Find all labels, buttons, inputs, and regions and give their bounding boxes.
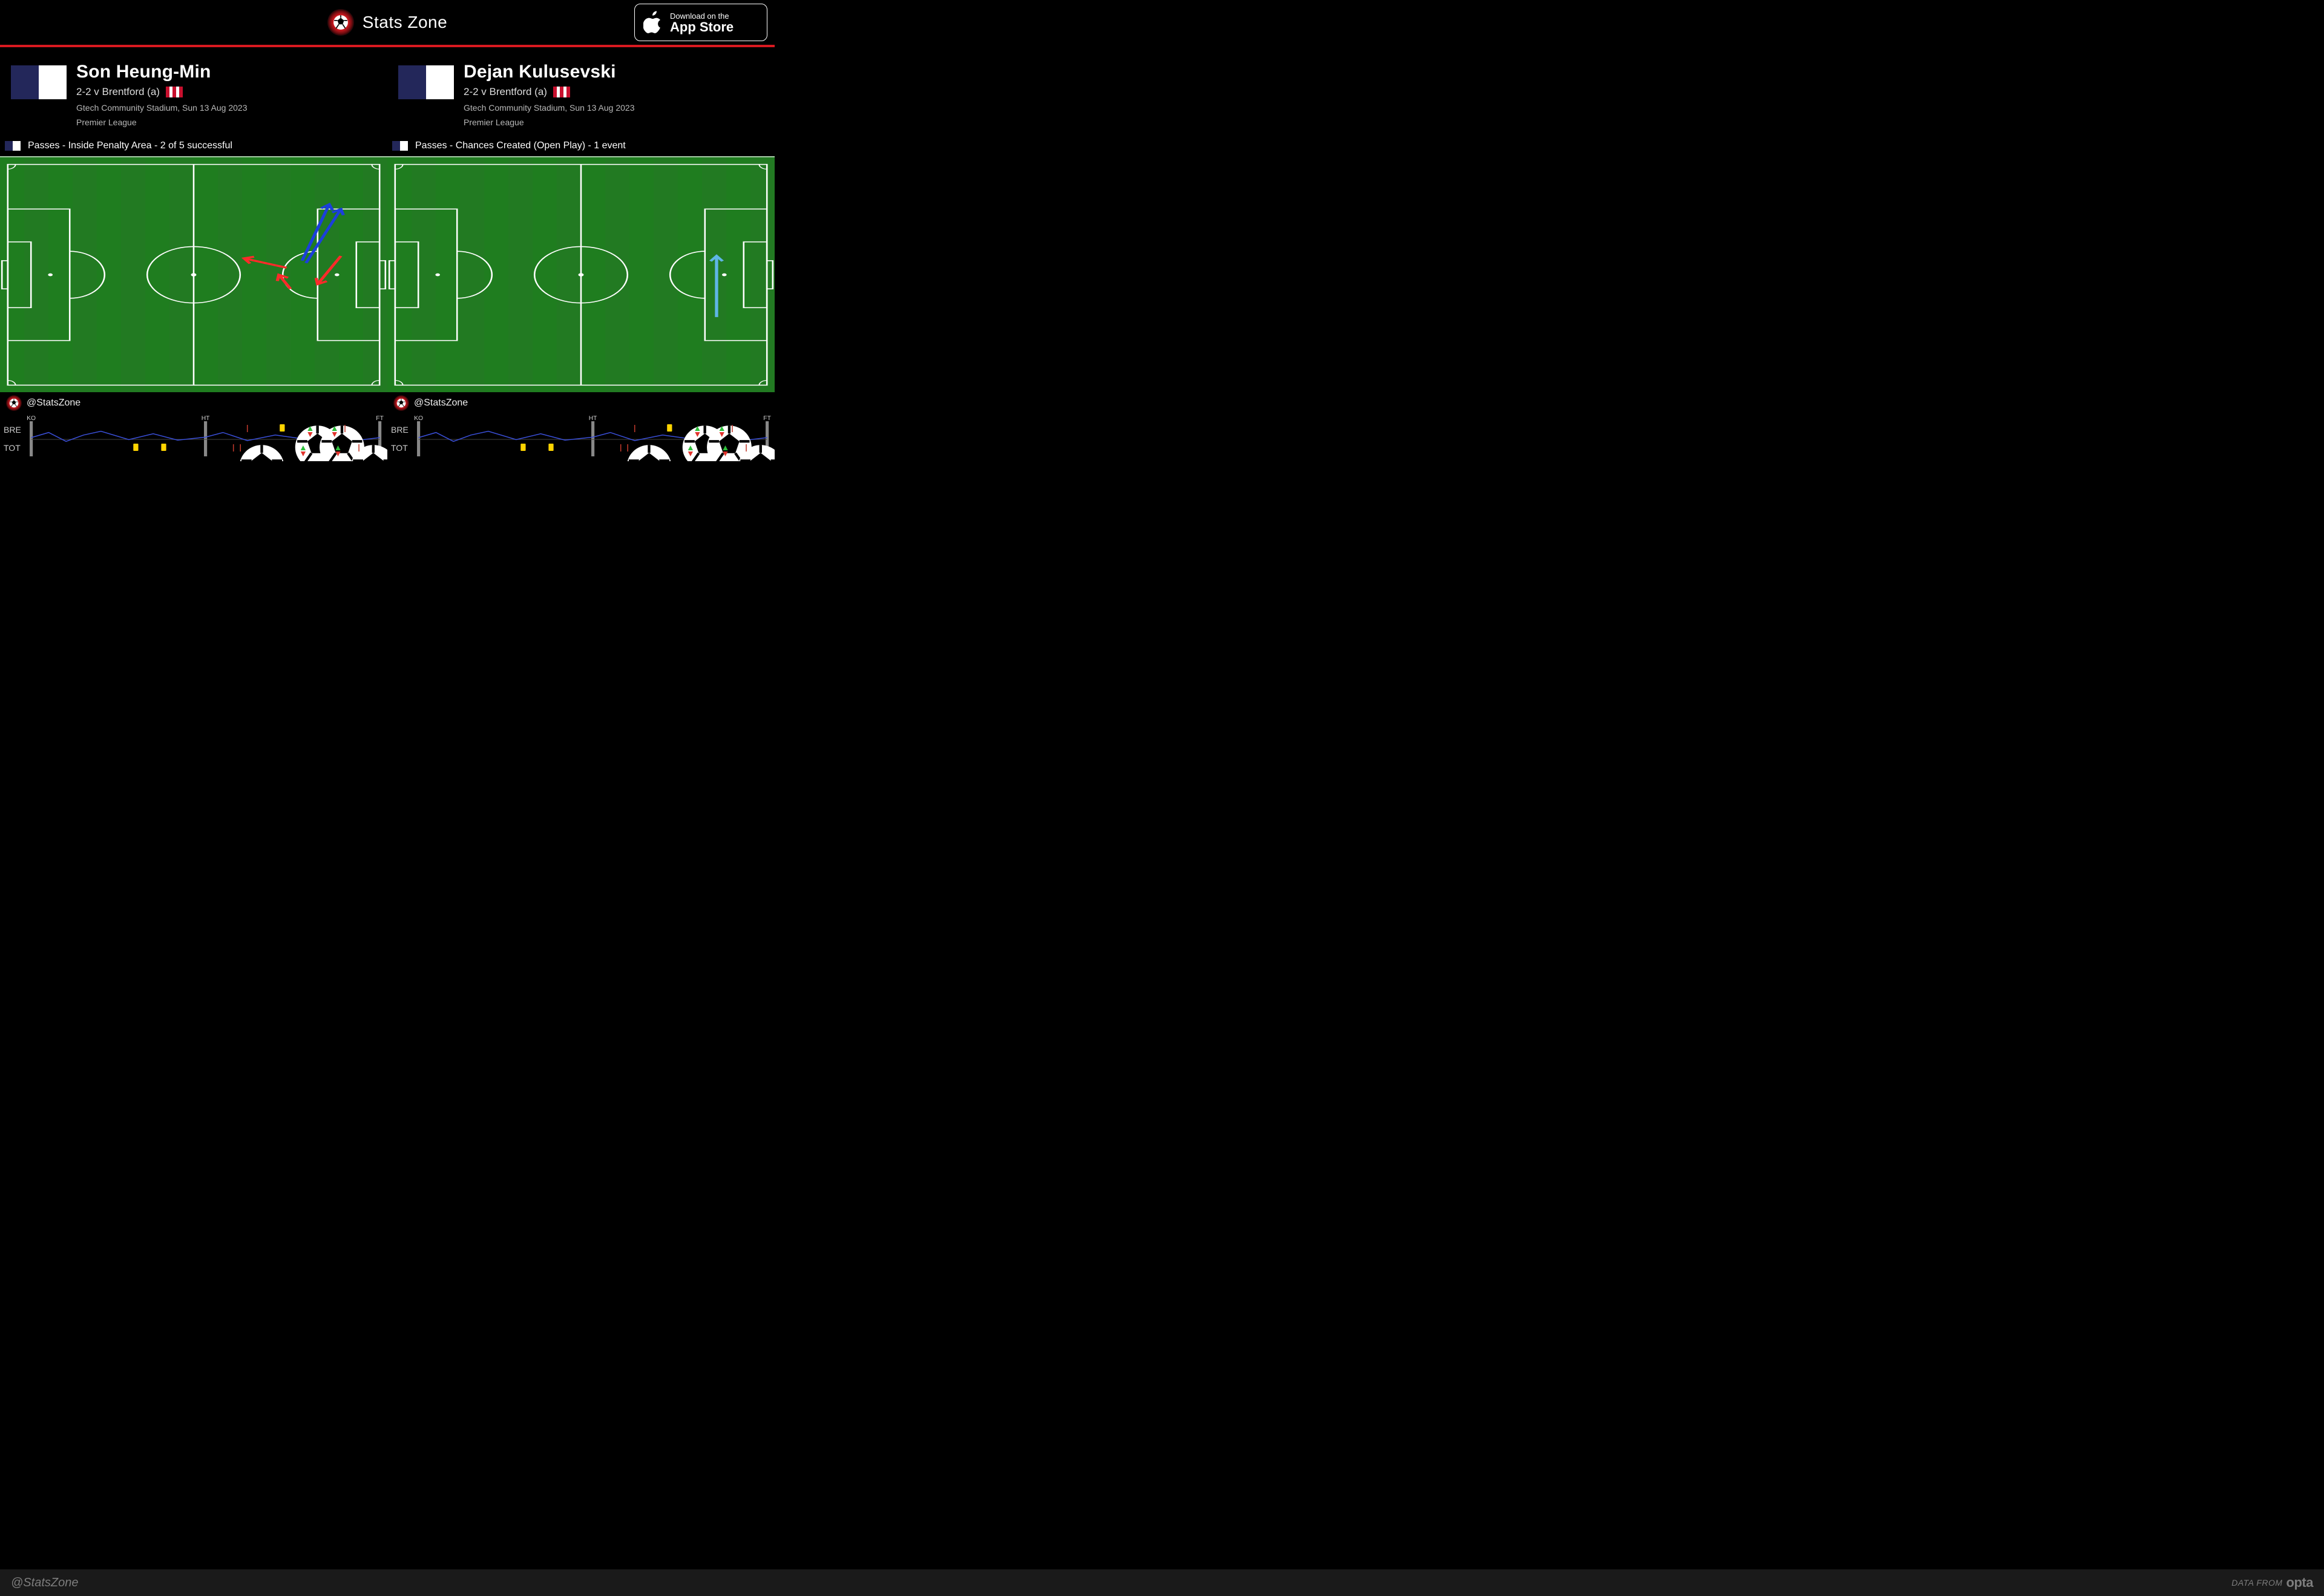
apple-icon xyxy=(643,11,663,34)
appstore-button[interactable]: Download on the App Store xyxy=(634,4,767,41)
competition-line: Premier League xyxy=(76,117,248,127)
brand-handle: @StatsZone xyxy=(27,398,80,409)
chart-title-row: Passes - Inside Penalty Area - 2 of 5 su… xyxy=(0,136,387,156)
footer: @StatsZone DATA FROM opta xyxy=(0,1569,2324,1596)
brand-title: Stats Zone xyxy=(363,13,447,32)
chart-title: Passes - Chances Created (Open Play) - 1… xyxy=(415,140,626,151)
brand-ball-icon xyxy=(327,9,354,36)
svg-text:KO: KO xyxy=(27,415,36,422)
soccer-ball-icon xyxy=(333,15,349,30)
brand-handle: @StatsZone xyxy=(414,398,468,409)
player-meta: Son Heung-Min 2-2 v Brentford (a) Gtech … xyxy=(76,62,248,127)
brand: Stats Zone xyxy=(327,9,447,36)
svg-text:FT: FT xyxy=(376,415,384,422)
match-timeline: BRE TOT KO HT FT xyxy=(0,414,387,461)
footer-handle: @StatsZone xyxy=(11,1576,78,1590)
team-kit-icon xyxy=(398,65,454,99)
pitch-svg xyxy=(387,157,775,392)
provider-name: opta xyxy=(2286,1575,2313,1591)
scoreline: 2-2 v Brentford (a) xyxy=(76,86,248,98)
attribution: @StatsZone xyxy=(0,392,387,414)
provider-prefix: DATA FROM xyxy=(2231,1578,2282,1588)
player-name: Son Heung-Min xyxy=(76,62,248,82)
top-bar: Stats Zone Download on the App Store xyxy=(0,0,775,47)
chart-title-row: Passes - Chances Created (Open Play) - 1… xyxy=(387,136,775,156)
opponent-kit-icon xyxy=(553,87,570,97)
pitch-chart xyxy=(387,156,775,392)
team-kit-icon xyxy=(11,65,67,99)
panel-right: Dejan Kulusevski 2-2 v Brentford (a) Gte… xyxy=(387,47,775,461)
appstore-text: Download on the App Store xyxy=(670,11,734,34)
venue-line: Gtech Community Stadium, Sun 13 Aug 2023 xyxy=(76,103,248,113)
competition-line: Premier League xyxy=(464,117,635,127)
player-name: Dejan Kulusevski xyxy=(464,62,635,82)
brand-ball-icon xyxy=(6,395,22,411)
panels: Son Heung-Min 2-2 v Brentford (a) Gtech … xyxy=(0,47,775,461)
player-header: Dejan Kulusevski 2-2 v Brentford (a) Gte… xyxy=(387,47,775,136)
svg-text:KO: KO xyxy=(414,415,423,422)
player-meta: Dejan Kulusevski 2-2 v Brentford (a) Gte… xyxy=(464,62,635,127)
pitch-chart xyxy=(0,156,387,392)
svg-text:HT: HT xyxy=(202,415,210,422)
svg-text:FT: FT xyxy=(763,415,771,422)
mini-kit-icon xyxy=(392,141,408,151)
scoreline: 2-2 v Brentford (a) xyxy=(464,86,635,98)
attribution: @StatsZone xyxy=(387,392,775,414)
panel-left: Son Heung-Min 2-2 v Brentford (a) Gtech … xyxy=(0,47,387,461)
venue-line: Gtech Community Stadium, Sun 13 Aug 2023 xyxy=(464,103,635,113)
chart-title: Passes - Inside Penalty Area - 2 of 5 su… xyxy=(28,140,232,151)
match-timeline: BRE TOT KO HT FT xyxy=(387,414,775,461)
appstore-main: App Store xyxy=(670,21,734,34)
footer-provider: DATA FROM opta xyxy=(2231,1575,2313,1591)
opponent-kit-icon xyxy=(166,87,183,97)
mini-kit-icon xyxy=(5,141,21,151)
brand-ball-icon xyxy=(393,395,409,411)
svg-text:HT: HT xyxy=(589,415,597,422)
pitch-svg xyxy=(0,157,387,392)
player-header: Son Heung-Min 2-2 v Brentford (a) Gtech … xyxy=(0,47,387,136)
